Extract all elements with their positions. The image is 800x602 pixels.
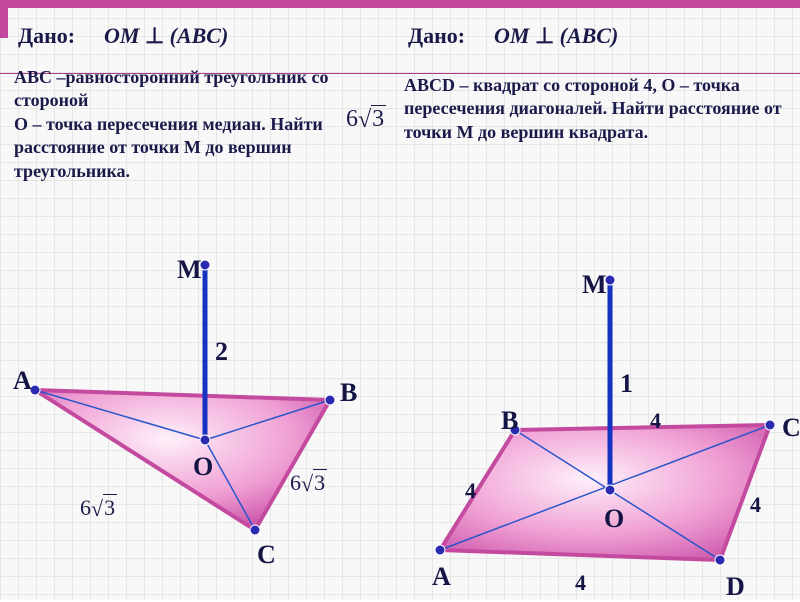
right-given-expr: OM ⊥ (ABC) bbox=[494, 22, 618, 51]
edge-label-1: 4 bbox=[650, 408, 661, 434]
left-border-stub bbox=[0, 8, 8, 38]
vertex-label-A: A bbox=[13, 366, 32, 396]
vertex-label-O: O bbox=[604, 504, 624, 534]
right-expr-plane: (ABC) bbox=[560, 23, 619, 48]
top-border bbox=[0, 0, 800, 8]
perp-length-label: 2 bbox=[215, 337, 228, 367]
right-diagram bbox=[400, 260, 800, 600]
vertex-label-O: O bbox=[193, 452, 213, 482]
vertex-label-M: M bbox=[582, 270, 607, 300]
right-given-label: Дано: bbox=[408, 22, 465, 51]
right-expr-var: OM bbox=[494, 23, 529, 48]
vertex-label-A: A bbox=[432, 562, 451, 592]
perp-symbol: ⊥ bbox=[145, 23, 164, 48]
perp-length-label: 1 bbox=[620, 369, 633, 399]
right-body-text: ABCD – квадрат со стороной 4, О – точка … bbox=[404, 74, 784, 144]
vertex-label-C: C bbox=[257, 540, 276, 570]
left-given-label: Дано: bbox=[18, 22, 75, 51]
left-diagram bbox=[10, 240, 400, 590]
coef: 6 bbox=[346, 106, 358, 132]
left-expr-var: OM bbox=[104, 23, 139, 48]
edge-sqrt-expr-1: 6√3 bbox=[290, 470, 327, 496]
left-given-expr: OM ⊥ (ABC) bbox=[104, 22, 228, 51]
radicand: 3 bbox=[371, 105, 386, 132]
edge-label-3: 4 bbox=[575, 570, 586, 596]
left-side-constant: 6√3 bbox=[346, 106, 386, 133]
left-expr-plane: (ABC) bbox=[170, 23, 229, 48]
vertex-label-M: M bbox=[177, 255, 202, 285]
perp-symbol: ⊥ bbox=[535, 23, 554, 48]
edge-sqrt-expr-0: 6√3 bbox=[80, 495, 117, 521]
edge-label-0: 4 bbox=[465, 478, 476, 504]
vertex-label-D: D bbox=[726, 572, 745, 602]
edge-label-2: 4 bbox=[750, 492, 761, 518]
left-body-text: ABC –равносторонний треугольник со сторо… bbox=[14, 66, 354, 183]
vertex-label-B: B bbox=[340, 378, 357, 408]
vertex-label-C: C bbox=[782, 413, 800, 443]
vertex-label-B: B bbox=[501, 406, 518, 436]
